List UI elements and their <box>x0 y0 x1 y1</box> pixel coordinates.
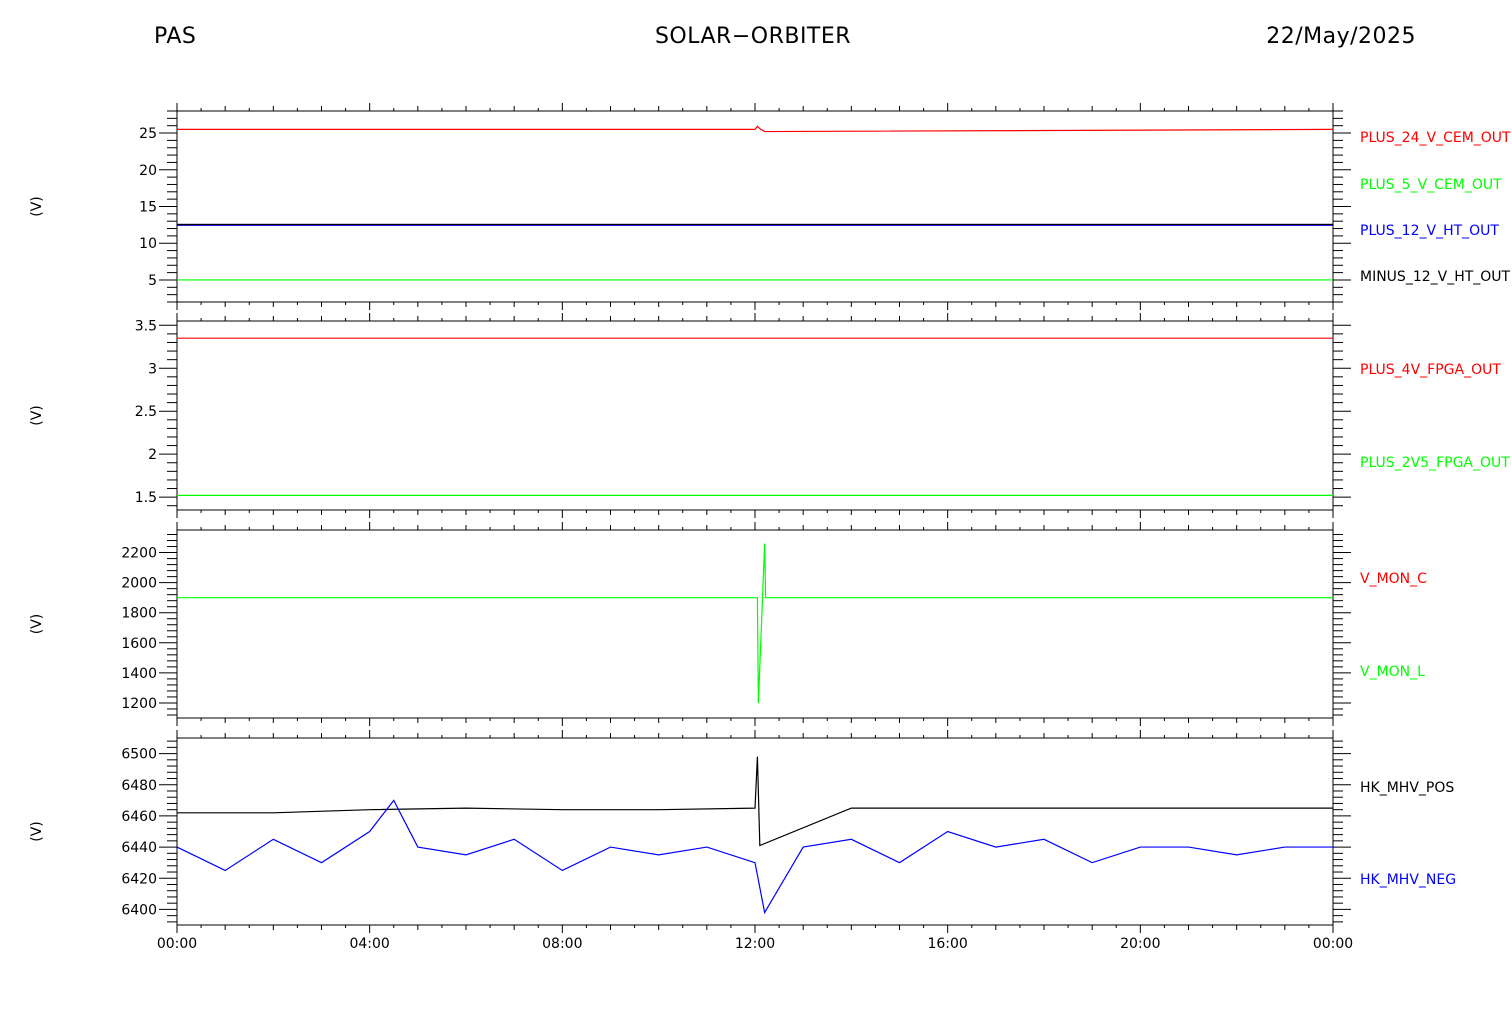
y-tick-label: 6500 <box>121 747 157 763</box>
y-tick-label: 6420 <box>121 871 157 887</box>
legend-label: PLUS_12_V_HT_OUT <box>1360 223 1499 239</box>
legend-label: HK_MHV_POS <box>1360 780 1454 796</box>
y-tick-label: 2 <box>148 447 157 463</box>
y-tick-label: 3.5 <box>135 318 157 334</box>
y-axis-label: (V) <box>29 614 45 635</box>
header-instrument: PAS <box>154 24 197 49</box>
plot-frame-2 <box>176 320 1334 511</box>
y-tick-label: 1.5 <box>135 490 157 506</box>
series-line-hk-mhv-neg <box>176 799 1333 915</box>
x-tick-label: 12:00 <box>735 936 775 952</box>
y-tick-label: 6400 <box>121 902 157 918</box>
y-axis-label: (V) <box>29 821 45 842</box>
legend-label: PLUS_5_V_CEM_OUT <box>1360 177 1502 193</box>
y-tick-label: 1200 <box>121 696 157 712</box>
plot-frame-4 <box>176 737 1334 926</box>
legend-label: HK_MHV_NEG <box>1360 872 1456 888</box>
header-date: 22/May/2025 <box>1266 24 1416 49</box>
y-tick-label: 6460 <box>121 809 157 825</box>
x-tick-label: 00:00 <box>1313 936 1353 952</box>
x-tick-label: 08:00 <box>542 936 582 952</box>
y-tick-label: 10 <box>139 236 157 252</box>
y-tick-label: 2000 <box>121 576 157 592</box>
y-axis-label: (V) <box>29 196 45 217</box>
y-tick-label: 5 <box>148 273 157 289</box>
y-tick-label: 3 <box>148 361 157 377</box>
y-tick-label: 6480 <box>121 778 157 794</box>
legend-label: V_MON_C <box>1360 571 1427 587</box>
series-line-plus-24-v-cem-out <box>177 125 1334 133</box>
y-tick-label: 15 <box>139 200 157 216</box>
x-tick-label: 04:00 <box>349 936 389 952</box>
y-tick-label: 1400 <box>121 666 157 682</box>
y-tick-label: 20 <box>139 163 157 179</box>
y-tick-label: 6440 <box>121 840 157 856</box>
y-tick-label: 2.5 <box>135 404 157 420</box>
legend-label: PLUS_2V5_FPGA_OUT <box>1360 455 1510 471</box>
plot-frame-3 <box>176 529 1334 719</box>
y-tick-label: 1800 <box>121 606 157 622</box>
plot-frame-1 <box>176 110 1334 303</box>
header-mission: SOLAR−ORBITER <box>654 24 852 49</box>
x-tick-label: 00:00 <box>157 936 197 952</box>
y-tick-label: 1600 <box>121 636 157 652</box>
y-axis-label: (V) <box>29 405 45 426</box>
y-tick-label: 2200 <box>121 546 157 562</box>
y-tick-label: 25 <box>139 126 157 142</box>
legend-label: V_MON_L <box>1360 664 1425 680</box>
x-tick-label: 16:00 <box>927 936 967 952</box>
x-tick-label: 20:00 <box>1120 936 1160 952</box>
legend-label: MINUS_12_V_HT_OUT <box>1360 269 1511 285</box>
series-line-v-mon-l <box>177 543 1333 703</box>
legend-label: PLUS_24_V_CEM_OUT <box>1360 130 1511 146</box>
legend-label: PLUS_4V_FPGA_OUT <box>1360 362 1501 378</box>
series-line-hk-mhv-pos <box>177 756 1333 847</box>
